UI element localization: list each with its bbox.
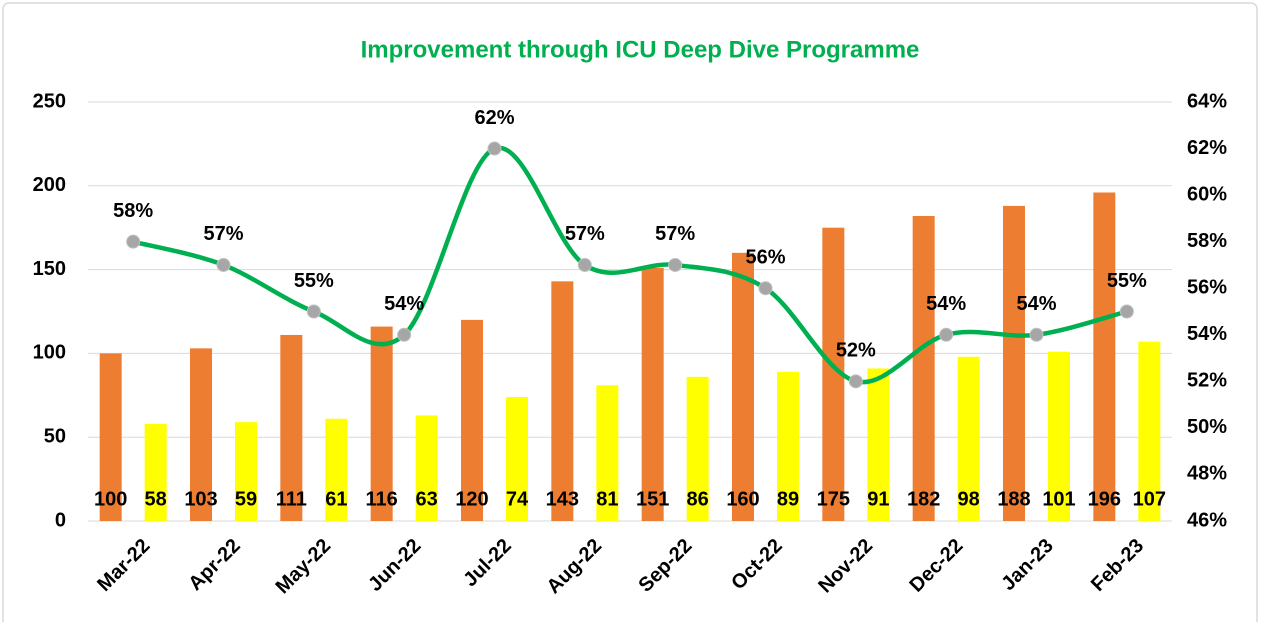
bar	[686, 376, 709, 521]
y2-tick-label: 62%	[1187, 137, 1227, 159]
bar-value-label: 103	[184, 488, 217, 510]
bar-value-label: 107	[1133, 488, 1166, 510]
bar	[1093, 192, 1116, 521]
y-tick-label: 250	[33, 90, 66, 112]
bar	[641, 267, 664, 521]
y2-tick-label: 46%	[1187, 509, 1227, 531]
bar-value-label: 188	[997, 488, 1030, 510]
y-tick-label: 50	[44, 425, 66, 447]
bar	[867, 368, 890, 521]
line-value-label: 56%	[745, 247, 785, 269]
line-value-label: 55%	[1107, 270, 1147, 292]
bar	[1003, 205, 1025, 522]
y2-tick-label: 56%	[1187, 277, 1227, 299]
bar-value-label: 111	[276, 488, 307, 510]
y2-tick-label: 48%	[1187, 463, 1227, 485]
bar	[596, 385, 619, 521]
bar	[99, 353, 122, 521]
y-tick-label: 0	[55, 509, 66, 531]
bar	[912, 215, 935, 521]
bar	[957, 356, 980, 521]
bar-value-label: 74	[506, 488, 529, 510]
bar-value-label: 143	[546, 488, 579, 510]
line-value-label: 54%	[926, 293, 966, 315]
line-marker	[758, 281, 773, 296]
line-marker	[668, 257, 683, 272]
line-value-label: 57%	[565, 223, 605, 245]
chart-title: Improvement through ICU Deep Dive Progra…	[361, 36, 920, 63]
bar-value-label: 98	[958, 488, 980, 510]
line-value-label: 58%	[113, 200, 153, 222]
bar-value-label: 89	[777, 488, 799, 510]
bar-value-label: 61	[325, 488, 347, 510]
bar	[506, 396, 528, 521]
line-value-label: 52%	[836, 340, 876, 362]
bar-value-label: 86	[687, 488, 709, 510]
y2-tick-label: 54%	[1187, 323, 1227, 345]
y2-tick-label: 64%	[1187, 90, 1227, 112]
bar	[551, 281, 574, 521]
bar-value-label: 81	[596, 488, 618, 510]
y-tick-label: 200	[33, 174, 66, 196]
line-marker	[397, 327, 412, 342]
bar-value-label: 63	[416, 488, 438, 510]
line-marker	[216, 257, 231, 272]
bar-value-label: 160	[726, 488, 759, 510]
y2-tick-label: 50%	[1187, 416, 1227, 438]
bar	[415, 415, 438, 521]
line-marker	[126, 234, 141, 249]
bar-value-label: 196	[1088, 488, 1121, 510]
y2-tick-label: 60%	[1187, 183, 1227, 205]
line-marker	[848, 374, 863, 389]
bar-value-label: 59	[235, 488, 257, 510]
bar	[280, 334, 303, 521]
bar-value-label: 175	[817, 488, 850, 510]
bar-value-label: 100	[94, 488, 127, 510]
y-tick-label: 100	[33, 342, 66, 364]
y-tick-label: 150	[33, 258, 66, 280]
bar-value-label: 116	[366, 488, 398, 510]
line-marker	[1029, 327, 1044, 342]
bar-value-label: 91	[867, 488, 889, 510]
bar	[1138, 341, 1161, 521]
bar	[777, 371, 799, 521]
line-value-label: 57%	[655, 223, 695, 245]
bar	[144, 423, 167, 521]
bar-value-label: 182	[907, 488, 940, 510]
line-marker	[577, 257, 592, 272]
line-marker	[306, 304, 321, 319]
bar	[461, 319, 483, 521]
bar-value-label: 151	[636, 488, 669, 510]
line-value-label: 62%	[474, 107, 514, 129]
bar	[822, 227, 845, 521]
bar	[325, 418, 348, 521]
y2-tick-label: 58%	[1187, 230, 1227, 252]
y2-tick-label: 52%	[1187, 370, 1227, 392]
bar-value-label: 120	[455, 488, 488, 510]
line-value-label: 54%	[1016, 293, 1056, 315]
line-value-label: 57%	[203, 223, 243, 245]
line-value-label: 54%	[384, 293, 424, 315]
bar-value-label: 58	[145, 488, 167, 510]
bar	[1048, 351, 1070, 521]
bar	[235, 422, 257, 521]
line-marker	[939, 327, 954, 342]
line-marker	[1119, 304, 1134, 319]
line-marker	[487, 141, 502, 156]
bar-value-label: 101	[1042, 488, 1075, 510]
line-value-label: 55%	[294, 270, 334, 292]
bar	[190, 348, 212, 521]
bar	[732, 252, 754, 521]
bar	[370, 326, 393, 521]
